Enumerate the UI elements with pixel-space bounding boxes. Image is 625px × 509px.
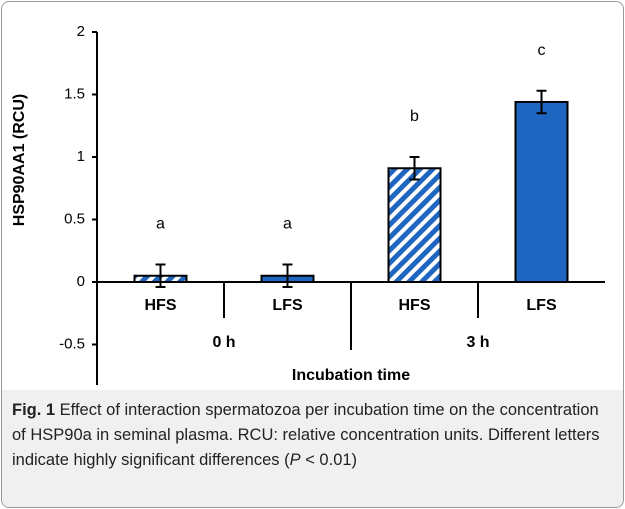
caption-end: < 0.01) [300, 451, 358, 469]
y-tick-label: 0 [77, 273, 85, 290]
y-tick-label: -0.5 [59, 335, 85, 352]
error-bar [536, 89, 547, 115]
error-bar [155, 263, 166, 288]
x-tick-label: HFS [399, 297, 431, 314]
significance-letter: b [410, 108, 419, 125]
group-label: 0 h [212, 334, 235, 351]
x-axis-label: Incubation time [292, 367, 410, 384]
significance-letter: a [156, 216, 165, 233]
significance-letter: a [283, 216, 292, 233]
x-tick-label: HFS [145, 297, 177, 314]
y-tick-label: 2 [77, 23, 85, 40]
x-tick-label: LFS [272, 297, 303, 314]
x-tick-label: LFS [526, 297, 557, 314]
y-tick-label: 1.5 [64, 85, 85, 102]
y-axis-label: HSP90AA1 (RCU) [11, 94, 28, 226]
error-bar [282, 263, 293, 288]
caption: Fig. 1 Effect of interaction spermatozoa… [12, 398, 615, 473]
y-tick-label: 0.5 [64, 210, 85, 227]
caption-italic: P [289, 451, 301, 469]
bar [387, 167, 442, 283]
bar [514, 101, 569, 283]
caption-box: Fig. 1 Effect of interaction spermatozoa… [2, 390, 623, 507]
significance-letter: c [538, 42, 546, 59]
group-label: 3 h [466, 334, 489, 351]
caption-label: Fig. 1 [12, 401, 56, 419]
caption-text: Effect of interaction spermatozoa per in… [12, 401, 600, 469]
chart: HSP90AA1 (RCU) Incubation time -0.5 0 0.5 1… [11, 23, 605, 385]
error-bar [409, 156, 420, 181]
y-tick-label: 1 [77, 148, 85, 165]
